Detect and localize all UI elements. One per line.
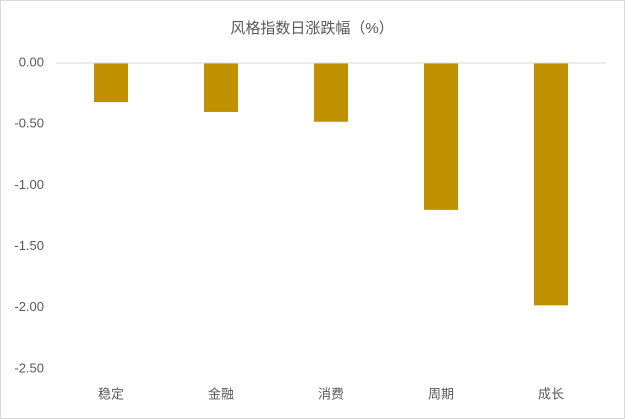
x-tick-label: 周期	[428, 386, 454, 401]
x-tick-label: 成长	[538, 386, 564, 401]
bar	[94, 63, 128, 103]
bar	[534, 63, 568, 306]
y-tick-label: 0.00	[19, 54, 44, 69]
y-tick-label: -0.50	[14, 116, 44, 131]
x-tick-label: 金融	[208, 386, 234, 401]
chart-title: 风格指数日涨跌幅（%）	[230, 20, 393, 37]
bar	[314, 63, 348, 122]
x-tick-label: 稳定	[98, 386, 124, 401]
y-tick-label: -1.50	[14, 238, 44, 253]
y-tick-label: -2.00	[14, 299, 44, 314]
y-tick-label: -1.00	[14, 177, 44, 192]
bar	[424, 63, 458, 210]
x-tick-label: 消费	[318, 386, 344, 401]
y-tick-label: -2.50	[14, 360, 44, 375]
bar	[204, 63, 238, 112]
